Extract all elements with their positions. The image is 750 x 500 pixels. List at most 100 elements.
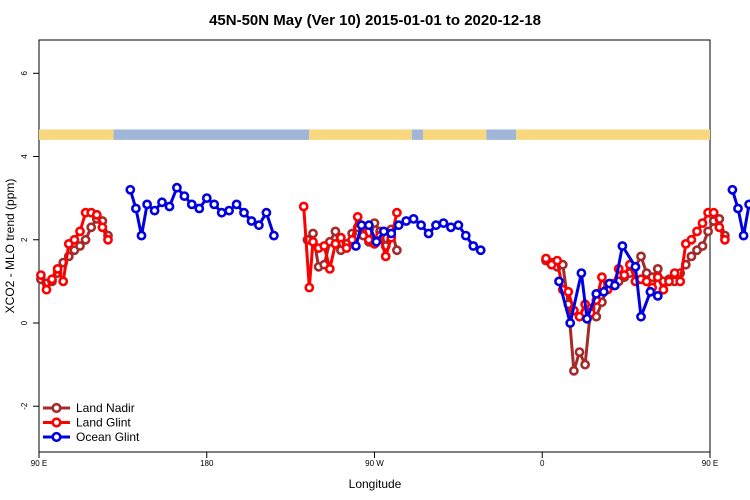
data-point bbox=[714, 222, 725, 233]
y-tick-label: -2 bbox=[20, 402, 29, 410]
land-sea-band bbox=[39, 129, 710, 140]
data-point bbox=[142, 199, 152, 210]
band-segment-land bbox=[309, 129, 412, 140]
data-point bbox=[380, 251, 391, 262]
data-point bbox=[727, 184, 738, 195]
data-point bbox=[231, 199, 242, 210]
data-point bbox=[652, 263, 663, 274]
data-point bbox=[582, 313, 592, 324]
data-point bbox=[708, 207, 719, 218]
data-point bbox=[738, 230, 749, 241]
data-point bbox=[597, 272, 607, 283]
data-point bbox=[386, 228, 397, 239]
data-point bbox=[675, 276, 686, 287]
data-point bbox=[125, 184, 136, 195]
legend-item-land-nadir: Land Nadir bbox=[43, 401, 135, 415]
data-point bbox=[619, 270, 630, 280]
data-point bbox=[686, 234, 697, 245]
x-tick-label: 90 E bbox=[702, 459, 718, 468]
data-point bbox=[617, 241, 628, 251]
data-point bbox=[610, 280, 620, 291]
data-point bbox=[636, 311, 646, 322]
data-point bbox=[246, 216, 257, 226]
data-point bbox=[574, 347, 585, 357]
data-point bbox=[391, 245, 402, 256]
data-point bbox=[720, 234, 730, 245]
data-point bbox=[541, 253, 551, 264]
data-point bbox=[194, 203, 205, 214]
data-point bbox=[268, 230, 279, 241]
data-point bbox=[744, 199, 750, 210]
data-point bbox=[341, 243, 352, 253]
data-point bbox=[645, 286, 656, 297]
data-point bbox=[186, 199, 197, 210]
data-point bbox=[330, 226, 341, 237]
data-point bbox=[171, 182, 182, 193]
data-point bbox=[308, 236, 318, 247]
data-point bbox=[438, 218, 449, 228]
data-point bbox=[391, 207, 402, 218]
data-point bbox=[239, 207, 249, 218]
data-point bbox=[371, 236, 382, 247]
data-point bbox=[224, 205, 234, 216]
data-point bbox=[103, 234, 113, 245]
y-axis-label: XCO2 - MLO trend (ppm) bbox=[3, 179, 17, 314]
x-axis: 90 E 180 90 W 0 90 E bbox=[31, 452, 718, 468]
data-point bbox=[658, 284, 669, 295]
data-point bbox=[335, 232, 346, 243]
data-point bbox=[130, 203, 141, 214]
data-point bbox=[669, 268, 680, 278]
data-point bbox=[453, 220, 464, 231]
series-land-glint bbox=[36, 201, 730, 322]
data-point bbox=[692, 226, 702, 237]
data-point bbox=[408, 213, 419, 224]
data-point bbox=[423, 228, 434, 239]
legend-marker bbox=[51, 431, 62, 443]
data-point bbox=[552, 255, 563, 266]
data-point bbox=[136, 230, 147, 241]
data-point bbox=[253, 220, 264, 231]
x-tick-label: 90 E bbox=[31, 459, 47, 468]
data-point bbox=[636, 251, 646, 262]
data-point bbox=[319, 241, 330, 251]
data-point bbox=[652, 272, 663, 283]
legend-marker bbox=[51, 402, 62, 414]
data-point bbox=[75, 226, 85, 237]
data-point bbox=[80, 234, 91, 245]
data-point bbox=[179, 191, 190, 201]
data-point bbox=[201, 193, 212, 203]
data-point bbox=[378, 226, 389, 237]
data-point bbox=[261, 207, 272, 218]
data-point bbox=[697, 218, 708, 228]
data-point bbox=[157, 197, 167, 208]
data-point bbox=[393, 220, 404, 231]
data-point bbox=[697, 241, 708, 251]
data-point bbox=[308, 228, 318, 239]
y-tick-label: 6 bbox=[20, 71, 29, 76]
data-point bbox=[350, 241, 361, 251]
data-point bbox=[574, 311, 585, 322]
x-tick-label: 180 bbox=[200, 459, 214, 468]
y-tick-label: 4 bbox=[20, 154, 29, 159]
data-point bbox=[576, 268, 587, 278]
x-tick-label: 90 W bbox=[365, 459, 384, 468]
x-axis-label: Longitude bbox=[349, 477, 402, 491]
y-tick-label: 0 bbox=[20, 320, 29, 325]
data-point bbox=[86, 222, 97, 233]
data-point bbox=[554, 276, 564, 287]
data-point bbox=[460, 230, 471, 241]
data-point bbox=[52, 263, 63, 274]
data-point bbox=[703, 226, 713, 237]
data-point bbox=[330, 238, 341, 249]
band-segment-land bbox=[39, 129, 114, 140]
data-point bbox=[164, 201, 175, 212]
data-point bbox=[41, 284, 52, 295]
data-point bbox=[468, 241, 479, 251]
data-point bbox=[352, 211, 363, 222]
data-point bbox=[416, 220, 426, 231]
data-point bbox=[563, 286, 574, 297]
data-point bbox=[565, 318, 576, 328]
data-point bbox=[149, 205, 160, 216]
band-segment-ocean bbox=[113, 129, 310, 140]
